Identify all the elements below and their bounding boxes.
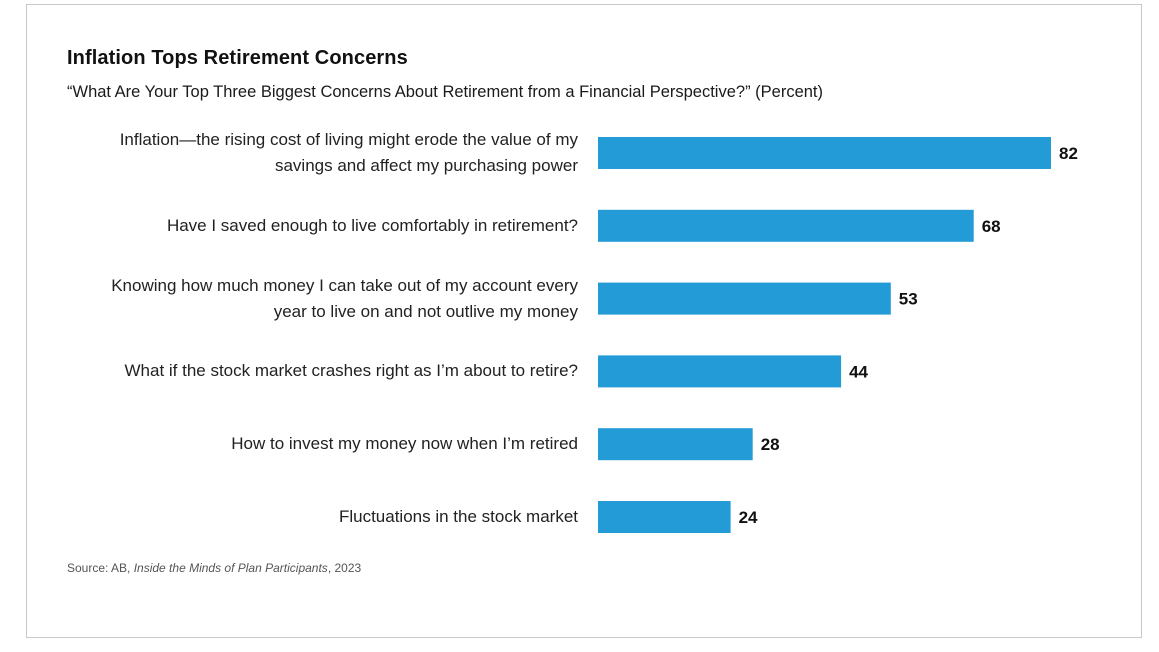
value-label-4: 28 [761,435,780,454]
chart-frame [26,4,1142,638]
category-label-5: Fluctuations in the stock market [60,504,578,530]
category-labels: Inflation—the rising cost of living migh… [60,0,578,652]
source-suffix: , 2023 [327,561,362,575]
value-label-1: 68 [982,217,1001,236]
value-label-2: 53 [899,290,918,309]
value-label-0: 82 [1059,144,1078,163]
value-label-3: 44 [849,362,868,381]
category-label-0-line-1: savings and affect my purchasing power [274,156,578,175]
source-prefix: Source: AB, [67,561,134,575]
category-label-2: Knowing how much money I can take out of… [60,273,578,325]
category-label-2-line-1: year to live on and not outlive my money [273,301,578,321]
category-label-1-line-0: Have I saved enough to live comfortably … [166,215,578,235]
category-label-0-line-0: Inflation—the rising cost of living migh… [119,130,578,149]
bar-1 [598,209,974,242]
category-label-0: Inflation—the rising cost of living migh… [60,127,578,179]
bar-5 [598,501,731,533]
category-label-4-line-0: How to invest my money now when I’m reti… [231,434,578,454]
chart-title: Inflation Tops Retirement Concerns [67,47,408,69]
value-label-5: 24 [739,508,758,527]
chart-subtitle: “What Are Your Top Three Biggest Concern… [67,83,824,101]
category-label-3-line-0: What if the stock market crashes right a… [124,361,578,381]
bar-3 [598,355,842,388]
category-label-2-line-0: Knowing how much money I can take out of… [111,275,578,295]
category-label-3: What if the stock market crashes right a… [60,358,578,384]
bar-4 [598,428,753,461]
category-label-4: How to invest my money now when I’m reti… [60,431,578,457]
bar-0 [598,137,1051,169]
category-label-1: Have I saved enough to live comfortably … [60,213,578,239]
source-note: Source: AB, Inside the Minds of Plan Par… [67,561,361,575]
category-label-5-line-0: Fluctuations in the stock market [338,507,578,526]
bar-2 [598,282,891,315]
source-publication: Inside the Minds of Plan Participants [133,561,328,575]
